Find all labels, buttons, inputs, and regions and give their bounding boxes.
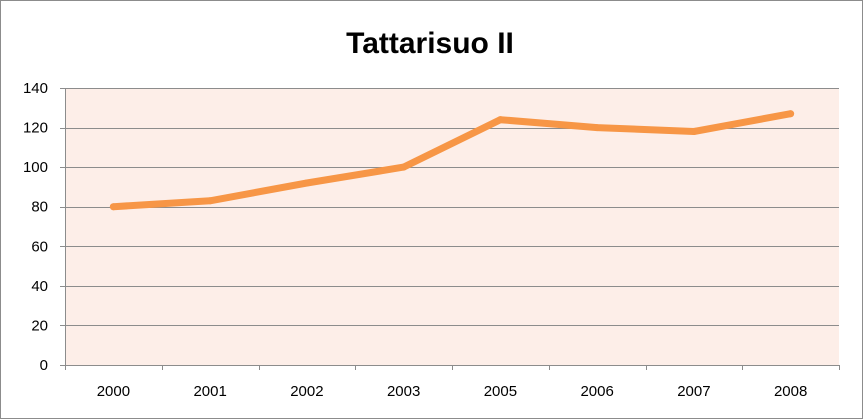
y-tick-label: 0	[40, 357, 48, 374]
x-axis-tick-labels: 2000 2001 2002 2003 2005 2006 2007 2008	[97, 383, 808, 400]
data-series	[109, 110, 795, 211]
x-tick-label: 2007	[677, 383, 710, 400]
x-tick-label: 2002	[290, 383, 323, 400]
chart-title: Tattarisuo II	[346, 27, 514, 60]
data-point-2006	[593, 124, 601, 132]
x-tick-label: 2006	[580, 383, 613, 400]
data-point-2003	[400, 163, 408, 171]
y-tick-label: 40	[31, 278, 48, 295]
y-tick-label: 20	[31, 317, 48, 334]
y-tick-label: 100	[23, 159, 48, 176]
y-tick-label: 140	[23, 80, 48, 97]
x-tick-label: 2000	[97, 383, 130, 400]
axes	[60, 88, 840, 370]
y-axis-tick-labels: 0 20 40 60 80 100 120 140	[23, 80, 48, 374]
x-tick-label: 2003	[387, 383, 420, 400]
series-line	[109, 110, 795, 211]
x-tick-label: 2001	[193, 383, 226, 400]
y-tick-label: 80	[31, 199, 48, 216]
data-point-2008	[787, 110, 795, 118]
data-point-2002	[303, 179, 311, 187]
y-tick-label: 60	[31, 238, 48, 255]
plot-area	[65, 88, 839, 365]
x-tick-label: 2008	[774, 383, 807, 400]
data-point-2000	[109, 203, 117, 211]
data-point-2005	[496, 116, 504, 124]
x-tick-label: 2005	[484, 383, 517, 400]
plot-background-layer	[65, 88, 839, 365]
data-point-2001	[206, 197, 214, 205]
y-tick-label: 120	[23, 120, 48, 137]
data-point-2007	[690, 128, 698, 136]
